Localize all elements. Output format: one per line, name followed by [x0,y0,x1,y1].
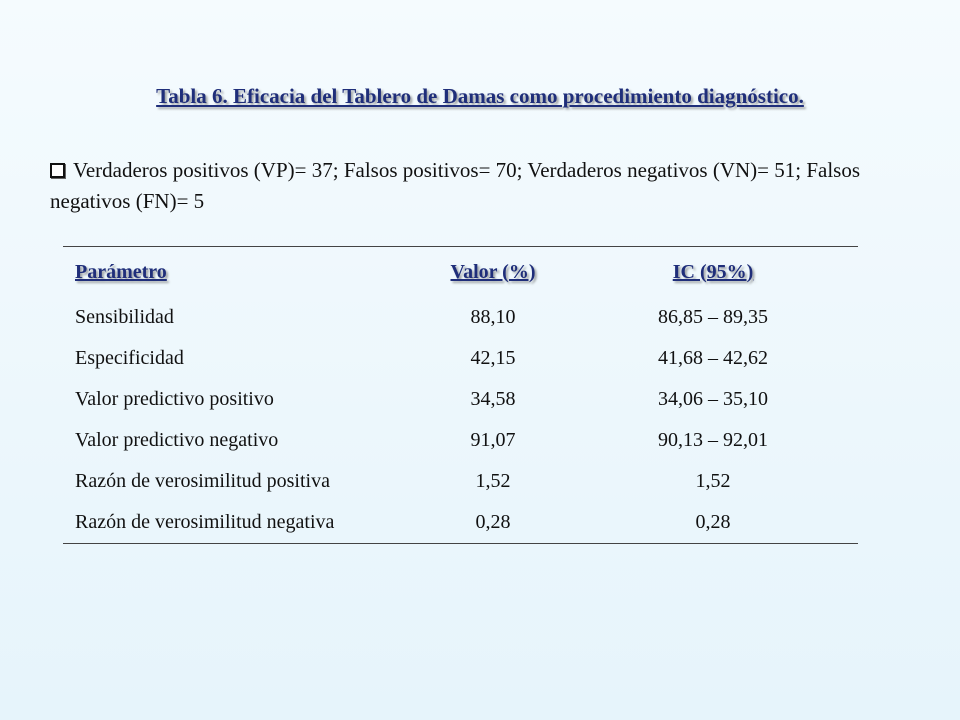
summary-text: Verdaderos positivos (VP)= 37; Falsos po… [50,158,861,213]
header-ic: IC (95%) [672,260,754,283]
table-row: Razón de verosimilitud negativa 0,28 0,2… [63,502,858,543]
cell-ic: 90,13 – 92,01 [658,429,768,451]
results-table: Parámetro Valor (%) IC (95%) Sensibilida… [63,246,858,544]
cell-valor: 1,52 [475,470,511,492]
table-row: Valor predictivo positivo 34,58 34,06 – … [63,379,858,420]
cell-ic: 41,68 – 42,62 [658,347,768,369]
cell-parametro: Especificidad [75,347,184,369]
table-header-row: Parámetro Valor (%) IC (95%) [63,247,858,297]
table-row: Razón de verosimilitud positiva 1,52 1,5… [63,461,858,502]
table-row: Valor predictivo negativo 91,07 90,13 – … [63,420,858,461]
cell-ic: 1,52 [695,470,731,492]
table-row: Sensibilidad 88,10 86,85 – 89,35 [63,297,858,338]
header-valor: Valor (%) [450,260,536,283]
cell-valor: 88,10 [470,306,516,328]
checkbox-bullet-icon [50,163,65,178]
table-title: Tabla 6. Eficacia del Tablero de Damas c… [156,84,804,108]
cell-parametro: Valor predictivo negativo [75,429,279,451]
cell-valor: 34,58 [470,388,516,410]
cell-valor: 91,07 [470,429,516,451]
cell-parametro: Razón de verosimilitud negativa [75,511,335,533]
summary-bullet: Verdaderos positivos (VP)= 37; Falsos po… [50,155,910,217]
header-parametro: Parámetro [75,260,167,283]
table-row: Especificidad 42,15 41,68 – 42,62 [63,338,858,379]
cell-ic: 86,85 – 89,35 [658,306,768,328]
cell-parametro: Sensibilidad [75,306,174,328]
cell-valor: 0,28 [475,511,511,533]
cell-ic: 0,28 [695,511,731,533]
cell-parametro: Razón de verosimilitud positiva [75,470,330,492]
cell-valor: 42,15 [470,347,516,369]
cell-parametro: Valor predictivo positivo [75,388,274,410]
cell-ic: 34,06 – 35,10 [658,388,768,410]
